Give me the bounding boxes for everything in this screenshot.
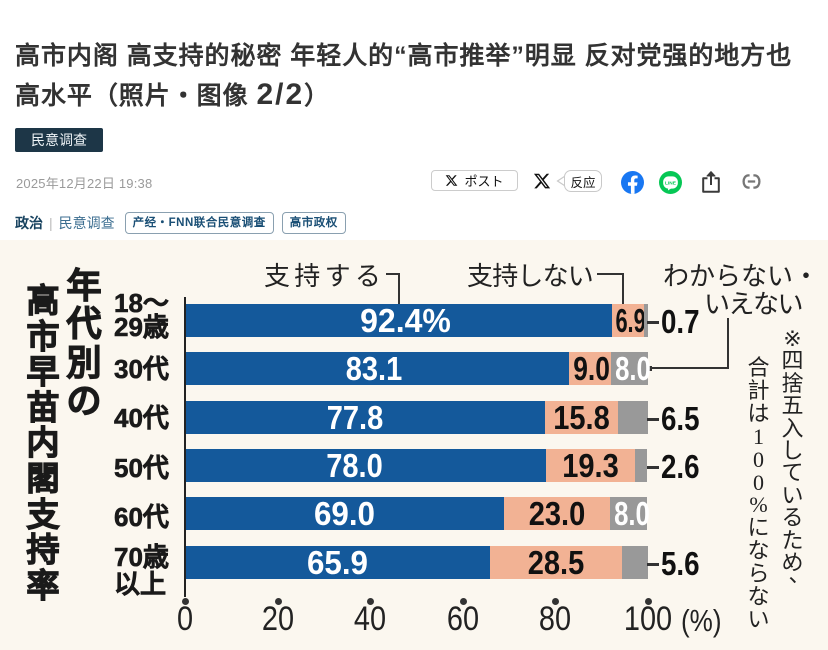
svg-text:LINE: LINE <box>665 181 676 187</box>
